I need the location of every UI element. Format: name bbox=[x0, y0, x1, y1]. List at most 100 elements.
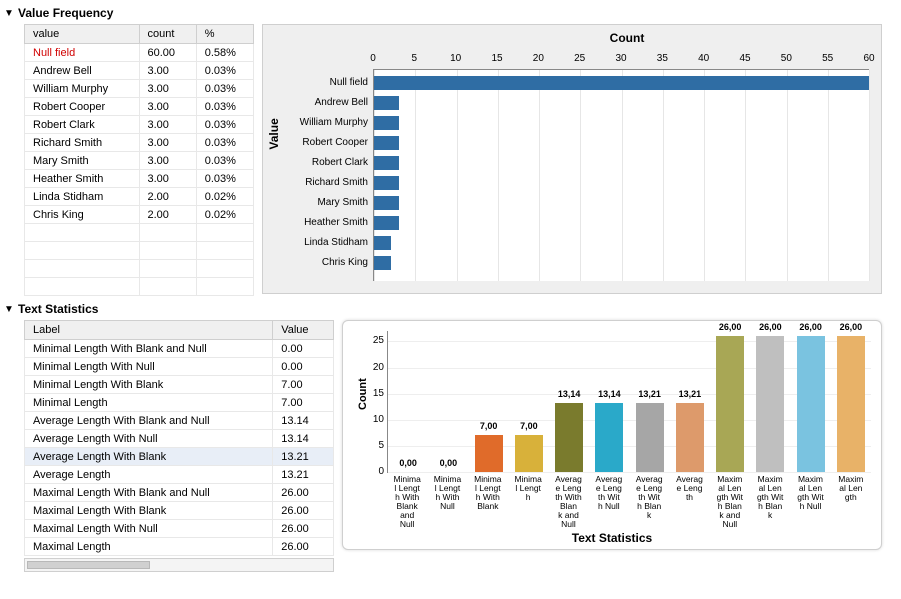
bar-value-label: 13,21 bbox=[636, 389, 664, 399]
y-category-label: Mary Smith bbox=[317, 194, 374, 212]
table-row[interactable]: William Murphy3.000.03% bbox=[25, 80, 254, 98]
section-toggle-text-statistics[interactable]: ▼ Text Statistics bbox=[4, 302, 897, 316]
col-count[interactable]: count bbox=[139, 25, 196, 44]
col-value[interactable]: value bbox=[25, 25, 140, 44]
chart-bar-row: Linda Stidham bbox=[374, 234, 869, 252]
table-row[interactable]: Maximal Length With Blank and Null26.00 bbox=[25, 484, 334, 502]
table-row[interactable]: Robert Clark3.000.03% bbox=[25, 116, 254, 134]
cell-count: 3.00 bbox=[139, 80, 196, 98]
table-row[interactable]: Minimal Length7.00 bbox=[25, 394, 334, 412]
cell-label: Minimal Length With Blank bbox=[25, 376, 273, 394]
table-row[interactable]: Average Length With Null13.14 bbox=[25, 430, 334, 448]
cell-pct: 0.02% bbox=[196, 188, 253, 206]
chart-x-title: Text Statistics bbox=[343, 531, 881, 545]
chevron-down-icon: ▼ bbox=[4, 304, 14, 315]
cell-value: 7.00 bbox=[273, 376, 334, 394]
cell-count: 60.00 bbox=[139, 44, 196, 62]
bar-value-label: 0,00 bbox=[394, 458, 422, 468]
table-row[interactable]: Mary Smith3.000.03% bbox=[25, 152, 254, 170]
table-row bbox=[25, 242, 254, 260]
table-row[interactable]: Minimal Length With Blank and Null0.00 bbox=[25, 340, 334, 358]
text-statistics-table: Label Value Minimal Length With Blank an… bbox=[24, 320, 334, 556]
y-category-label: Linda Stidham bbox=[304, 234, 374, 252]
chart-bar-row: Heather Smith bbox=[374, 214, 869, 232]
bar-value-label: 7,00 bbox=[515, 421, 543, 431]
x-tick: 55 bbox=[822, 53, 833, 64]
table-row[interactable]: Average Length With Blank13.21 bbox=[25, 448, 334, 466]
table-row bbox=[25, 278, 254, 296]
bar-value-label: 13,14 bbox=[555, 389, 583, 399]
table-row[interactable]: Richard Smith3.000.03% bbox=[25, 134, 254, 152]
bar-value-label: 13,14 bbox=[595, 389, 623, 399]
cell-value: 13.21 bbox=[273, 466, 334, 484]
cell-value: Richard Smith bbox=[25, 134, 140, 152]
chart-bar bbox=[374, 216, 399, 230]
cell-pct: 0.03% bbox=[196, 62, 253, 80]
cell-pct: 0.03% bbox=[196, 116, 253, 134]
cell-value: Chris King bbox=[25, 206, 140, 224]
chart-bar bbox=[374, 96, 399, 110]
x-tick: 20 bbox=[533, 53, 544, 64]
col-value[interactable]: Value bbox=[273, 321, 334, 340]
x-category-label: Maximal Length With Blank andNull bbox=[710, 475, 750, 529]
chart-bar bbox=[374, 76, 869, 90]
chart-bar: 13,21 bbox=[636, 403, 664, 472]
y-category-label: William Murphy bbox=[300, 114, 374, 132]
x-category-label: Minimal Length WithBlankandNull bbox=[387, 475, 427, 529]
bar-value-label: 26,00 bbox=[756, 322, 784, 332]
x-category-label: Maximal Length With Blank bbox=[750, 475, 790, 520]
x-tick: 35 bbox=[657, 53, 668, 64]
x-category-label: Minimal Length WithBlank bbox=[468, 475, 508, 511]
x-tick: 15 bbox=[491, 53, 502, 64]
x-category-label: Maximal Length bbox=[831, 475, 871, 502]
chart-bar: 13,21 bbox=[676, 403, 704, 472]
cell-label: Minimal Length With Blank and Null bbox=[25, 340, 273, 358]
section-title: Value Frequency bbox=[18, 6, 113, 20]
horizontal-scrollbar[interactable] bbox=[24, 558, 334, 572]
x-tick: 45 bbox=[739, 53, 750, 64]
table-row[interactable]: Average Length With Blank and Null13.14 bbox=[25, 412, 334, 430]
cell-label: Average Length bbox=[25, 466, 273, 484]
col-label[interactable]: Label bbox=[25, 321, 273, 340]
value-frequency-table: value count % Null field60.000.58%Andrew… bbox=[24, 24, 254, 296]
table-row[interactable]: Minimal Length With Blank7.00 bbox=[25, 376, 334, 394]
x-category-label: Minimal Length bbox=[508, 475, 548, 502]
table-row[interactable]: Linda Stidham2.000.02% bbox=[25, 188, 254, 206]
chart-bar bbox=[374, 116, 399, 130]
cell-value: Mary Smith bbox=[25, 152, 140, 170]
table-row[interactable]: Maximal Length26.00 bbox=[25, 538, 334, 556]
table-row[interactable]: Chris King2.000.02% bbox=[25, 206, 254, 224]
table-row[interactable]: Andrew Bell3.000.03% bbox=[25, 62, 254, 80]
bar-value-label: 7,00 bbox=[475, 421, 503, 431]
table-row[interactable]: Robert Cooper3.000.03% bbox=[25, 98, 254, 116]
table-row[interactable]: Maximal Length With Blank26.00 bbox=[25, 502, 334, 520]
cell-value: 7.00 bbox=[273, 394, 334, 412]
y-category-label: Richard Smith bbox=[305, 174, 374, 192]
cell-label: Maximal Length With Blank bbox=[25, 502, 273, 520]
section-toggle-value-frequency[interactable]: ▼ Value Frequency bbox=[4, 6, 897, 20]
col-pct[interactable]: % bbox=[196, 25, 253, 44]
chart-bar: 13,14 bbox=[555, 403, 583, 472]
table-row[interactable]: Average Length13.21 bbox=[25, 466, 334, 484]
x-category-label: Average Length WithBlank andNull bbox=[548, 475, 588, 529]
cell-value: Linda Stidham bbox=[25, 188, 140, 206]
cell-label: Average Length With Blank and Null bbox=[25, 412, 273, 430]
table-row bbox=[25, 260, 254, 278]
x-tick: 50 bbox=[781, 53, 792, 64]
bar-value-label: 0,00 bbox=[434, 458, 462, 468]
x-tick: 30 bbox=[615, 53, 626, 64]
y-category-label: Heather Smith bbox=[304, 214, 374, 232]
table-row[interactable]: Maximal Length With Null26.00 bbox=[25, 520, 334, 538]
table-row[interactable]: Heather Smith3.000.03% bbox=[25, 170, 254, 188]
cell-label: Maximal Length With Null bbox=[25, 520, 273, 538]
cell-value: 13.14 bbox=[273, 430, 334, 448]
cell-value: Robert Cooper bbox=[25, 98, 140, 116]
cell-pct: 0.03% bbox=[196, 152, 253, 170]
bar-value-label: 26,00 bbox=[797, 322, 825, 332]
cell-count: 3.00 bbox=[139, 116, 196, 134]
bar-value-label: 26,00 bbox=[716, 322, 744, 332]
table-row[interactable]: Minimal Length With Null0.00 bbox=[25, 358, 334, 376]
cell-pct: 0.03% bbox=[196, 80, 253, 98]
cell-count: 3.00 bbox=[139, 170, 196, 188]
table-row[interactable]: Null field60.000.58% bbox=[25, 44, 254, 62]
